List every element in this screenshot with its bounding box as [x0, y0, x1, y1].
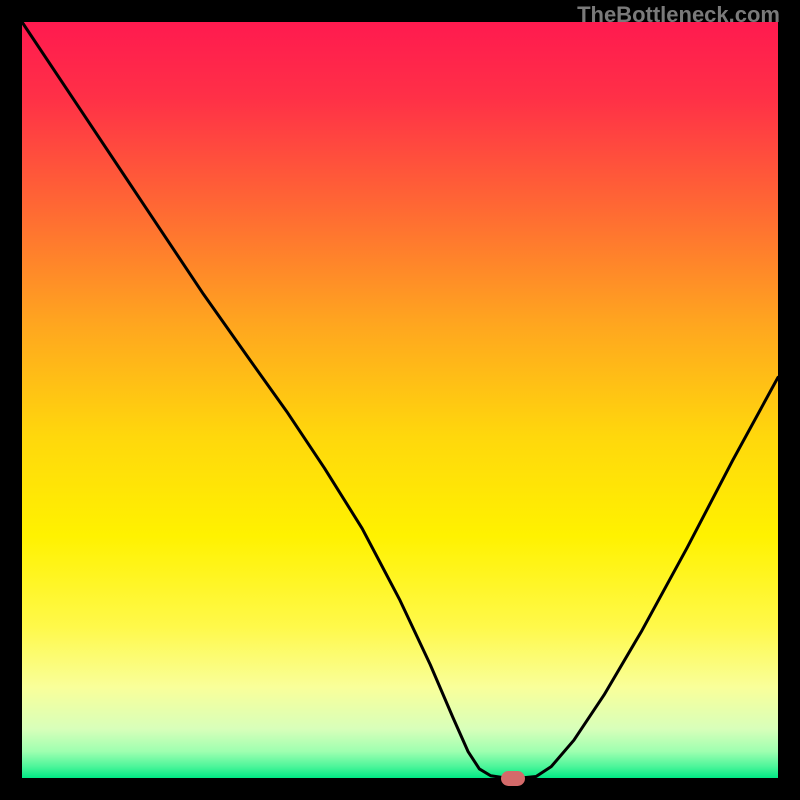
watermark-label: TheBottleneck.com [577, 2, 780, 28]
plot-background [22, 22, 778, 778]
optimal-point-marker [501, 771, 525, 786]
bottleneck-chart [0, 0, 800, 800]
